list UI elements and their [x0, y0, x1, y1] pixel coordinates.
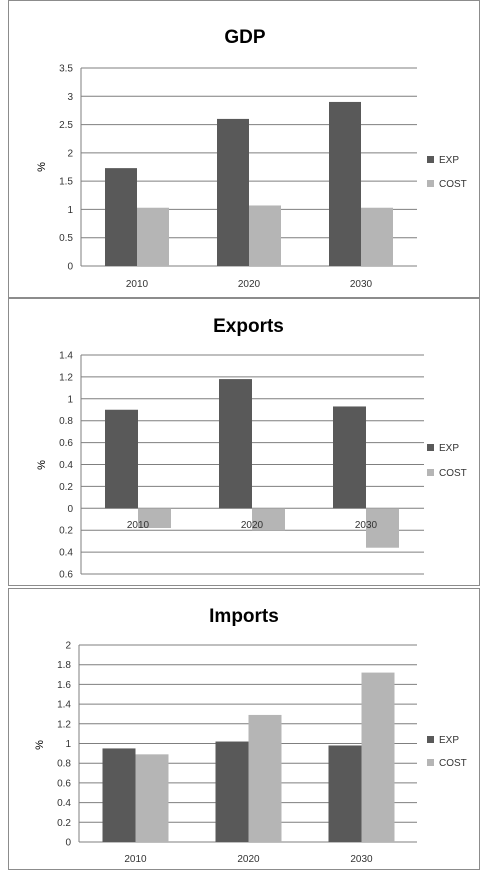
imports-y-tick-label: 1.6 [57, 680, 71, 691]
imports-bar-exp-2010 [102, 748, 136, 842]
imports-x-tick-label: 2010 [124, 854, 147, 865]
imports-legend-label-exp: EXP [439, 735, 459, 746]
exports-y-tick-label: 0.4 [59, 460, 73, 471]
imports-chart-title: Imports [209, 606, 279, 627]
gdp-y-tick-label: 1.5 [59, 177, 73, 188]
exports-y-tick-label: 0.4 [59, 548, 73, 559]
gdp-y-tick-label: 0 [67, 262, 73, 273]
imports-legend-label-cost: COST [439, 758, 467, 769]
gdp-bar-exp-2010 [105, 168, 137, 266]
imports-x-tick-label: 2030 [350, 854, 373, 865]
imports-x-tick-label: 2020 [237, 854, 260, 865]
exports-chart-panel: Exports 1.4 1.2 1 0.8 0.6 0.4 0.2 0 0.2 0.4 0.6 2010… [8, 298, 480, 586]
gdp-y-tick-label: 3.5 [59, 64, 73, 75]
exports-legend-swatch-exp [427, 444, 434, 451]
exports-y-tick-label: 0 [67, 504, 73, 515]
exports-x-tick-label: 2030 [355, 520, 378, 531]
imports-y-tick-label: 1.4 [57, 700, 71, 711]
exports-y-tick-label: 0.2 [59, 482, 73, 493]
exports-y-tick-label: 1.2 [59, 372, 73, 383]
gdp-bar-exp-2020 [217, 118, 249, 267]
gdp-y-tick-label: 0.5 [59, 233, 73, 244]
exports-chart: Exports 1.4 1.2 1 0.8 0.6 0.4 0.2 0 0.2 0.4 0.6 2010… [36, 316, 467, 581]
imports-y-tick-label: 1.8 [57, 660, 71, 671]
gdp-chart: GDP 0 0.5 1 1.5 2 2.5 3 3.5 2010 2020 2030% EXP COST [36, 27, 467, 290]
exports-bar-exp-2010 [105, 409, 138, 509]
gdp-y-tick-label: 2 [67, 148, 73, 159]
gdp-legend-label-exp: EXP [439, 155, 459, 166]
imports-chart-panel: Imports 0 0.2 0.4 0.6 0.8 1 1.2 1.4 1.6 1.8 2 2010 20… [8, 588, 480, 870]
gdp-bar-cost-2020 [249, 205, 281, 266]
gdp-x-tick-label: 2010 [126, 279, 149, 290]
imports-y-tick-label: 0.6 [57, 778, 71, 789]
gdp-bar-exp-2030 [329, 101, 361, 266]
exports-x-tick-label: 2020 [241, 520, 264, 531]
gdp-y-axis-label: % [36, 162, 48, 172]
exports-bar-exp-2020 [219, 379, 252, 509]
exports-bar-cost-2020 [252, 508, 285, 531]
gdp-legend-swatch-exp [427, 156, 434, 163]
imports-y-tick-label: 1.2 [57, 719, 71, 730]
gdp-x-tick-label: 2030 [350, 279, 373, 290]
gdp-chart-panel: GDP 0 0.5 1 1.5 2 2.5 3 3.5 2010 2020 2030% EXP COST [8, 0, 480, 298]
exports-y-axis-label: % [36, 460, 48, 470]
exports-y-tick-label: 0.2 [59, 526, 73, 537]
gdp-x-tick-label: 2020 [238, 279, 261, 290]
imports-y-tick-label: 0.8 [57, 759, 71, 770]
gdp-bar-cost-2010 [137, 207, 169, 266]
gdp-bar-cost-2030 [361, 207, 393, 266]
gdp-y-tick-label: 2.5 [59, 120, 73, 131]
exports-bar-cost-2030 [366, 508, 399, 548]
exports-legend-label-exp: EXP [439, 443, 459, 454]
imports-bar-exp-2030 [328, 745, 362, 842]
exports-y-tick-label: 0.6 [59, 438, 73, 449]
imports-y-tick-label: 1 [65, 739, 71, 750]
imports-y-tick-label: 0.2 [57, 818, 71, 829]
exports-y-tick-label: 1.4 [59, 351, 73, 362]
imports-legend-swatch-exp [427, 736, 434, 743]
imports-bar-cost-2010 [135, 754, 169, 842]
imports-y-tick-label: 0.4 [57, 798, 71, 809]
exports-chart-title: Exports [213, 316, 284, 337]
imports-y-tick-label: 0 [65, 838, 71, 849]
imports-legend-swatch-cost [427, 759, 434, 766]
imports-chart: Imports 0 0.2 0.4 0.6 0.8 1 1.2 1.4 1.6 1.8 2 2010 20… [34, 606, 467, 865]
exports-legend-label-cost: COST [439, 468, 467, 479]
imports-y-axis-label: % [34, 740, 46, 750]
gdp-legend-swatch-cost [427, 180, 434, 187]
gdp-legend-label-cost: COST [439, 179, 467, 190]
imports-bar-cost-2030 [361, 672, 395, 842]
exports-y-tick-label: 1 [67, 394, 73, 405]
gdp-y-tick-label: 1 [67, 205, 73, 216]
exports-x-tick-label: 2010 [127, 520, 150, 531]
imports-bar-cost-2020 [248, 714, 282, 842]
exports-bar-exp-2030 [333, 406, 366, 509]
exports-legend-swatch-cost [427, 469, 434, 476]
exports-y-tick-label: 0.8 [59, 416, 73, 427]
gdp-chart-title: GDP [224, 27, 266, 48]
imports-y-tick-label: 2 [65, 641, 71, 652]
exports-y-tick-label: 0.6 [59, 570, 73, 581]
imports-bar-exp-2020 [215, 741, 249, 842]
exports-bar-cost-2010 [138, 508, 171, 529]
gdp-y-tick-label: 3 [67, 92, 73, 103]
